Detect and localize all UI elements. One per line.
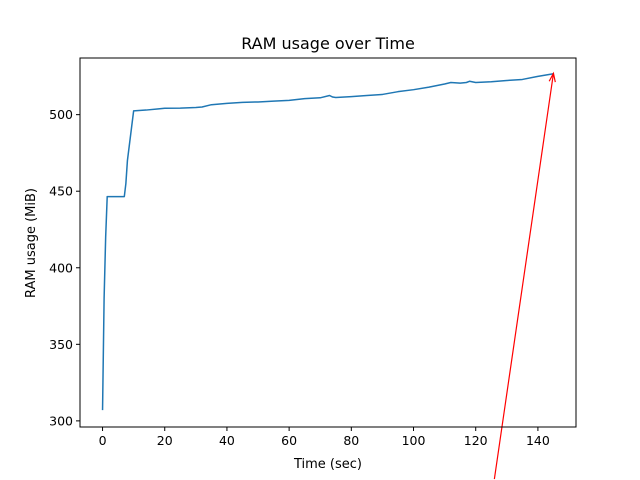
x-tick-label: 20 bbox=[157, 433, 173, 448]
x-tick-label: 60 bbox=[281, 433, 297, 448]
x-tick-label: 140 bbox=[526, 433, 550, 448]
plot-area bbox=[80, 58, 576, 427]
x-tick-label: 120 bbox=[464, 433, 488, 448]
y-tick-label: 400 bbox=[49, 260, 73, 275]
y-tick-label: 450 bbox=[49, 184, 73, 199]
annotation-arrow-shaft bbox=[493, 73, 555, 480]
x-tick-label: 0 bbox=[99, 433, 107, 448]
chart-title: RAM usage over Time bbox=[241, 34, 415, 53]
annotation-arrow-head bbox=[548, 71, 556, 83]
x-axis-label: Time (sec) bbox=[293, 457, 362, 472]
plot-frame bbox=[79, 57, 577, 428]
x-tick-label: 100 bbox=[402, 433, 426, 448]
y-tick-label: 350 bbox=[49, 337, 73, 352]
ram-usage-line bbox=[101, 73, 554, 411]
y-axis-label: RAM usage (MiB) bbox=[24, 188, 39, 298]
y-tick-label: 500 bbox=[49, 107, 73, 122]
y-tick-label: 300 bbox=[49, 413, 73, 428]
x-tick-label: 80 bbox=[343, 433, 359, 448]
x-tick-label: 40 bbox=[219, 433, 235, 448]
